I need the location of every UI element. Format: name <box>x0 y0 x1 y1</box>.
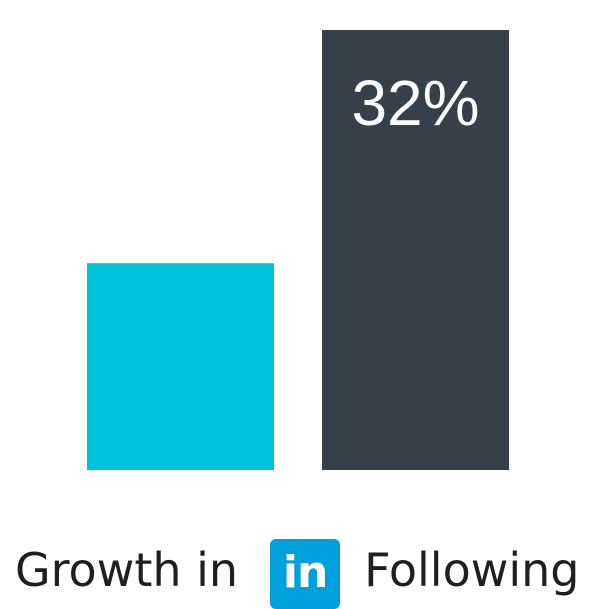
caption-suffix: Following <box>364 543 580 597</box>
caption-prefix: Growth in <box>15 543 239 597</box>
bar-chart: 32% <box>87 30 509 470</box>
bar-2 <box>322 30 509 470</box>
linkedin-logo-icon: in <box>270 539 341 609</box>
chart-caption: Growth in in Following <box>15 539 580 609</box>
bar-2-value-label: 32% <box>351 67 479 139</box>
bar-1 <box>87 263 274 470</box>
